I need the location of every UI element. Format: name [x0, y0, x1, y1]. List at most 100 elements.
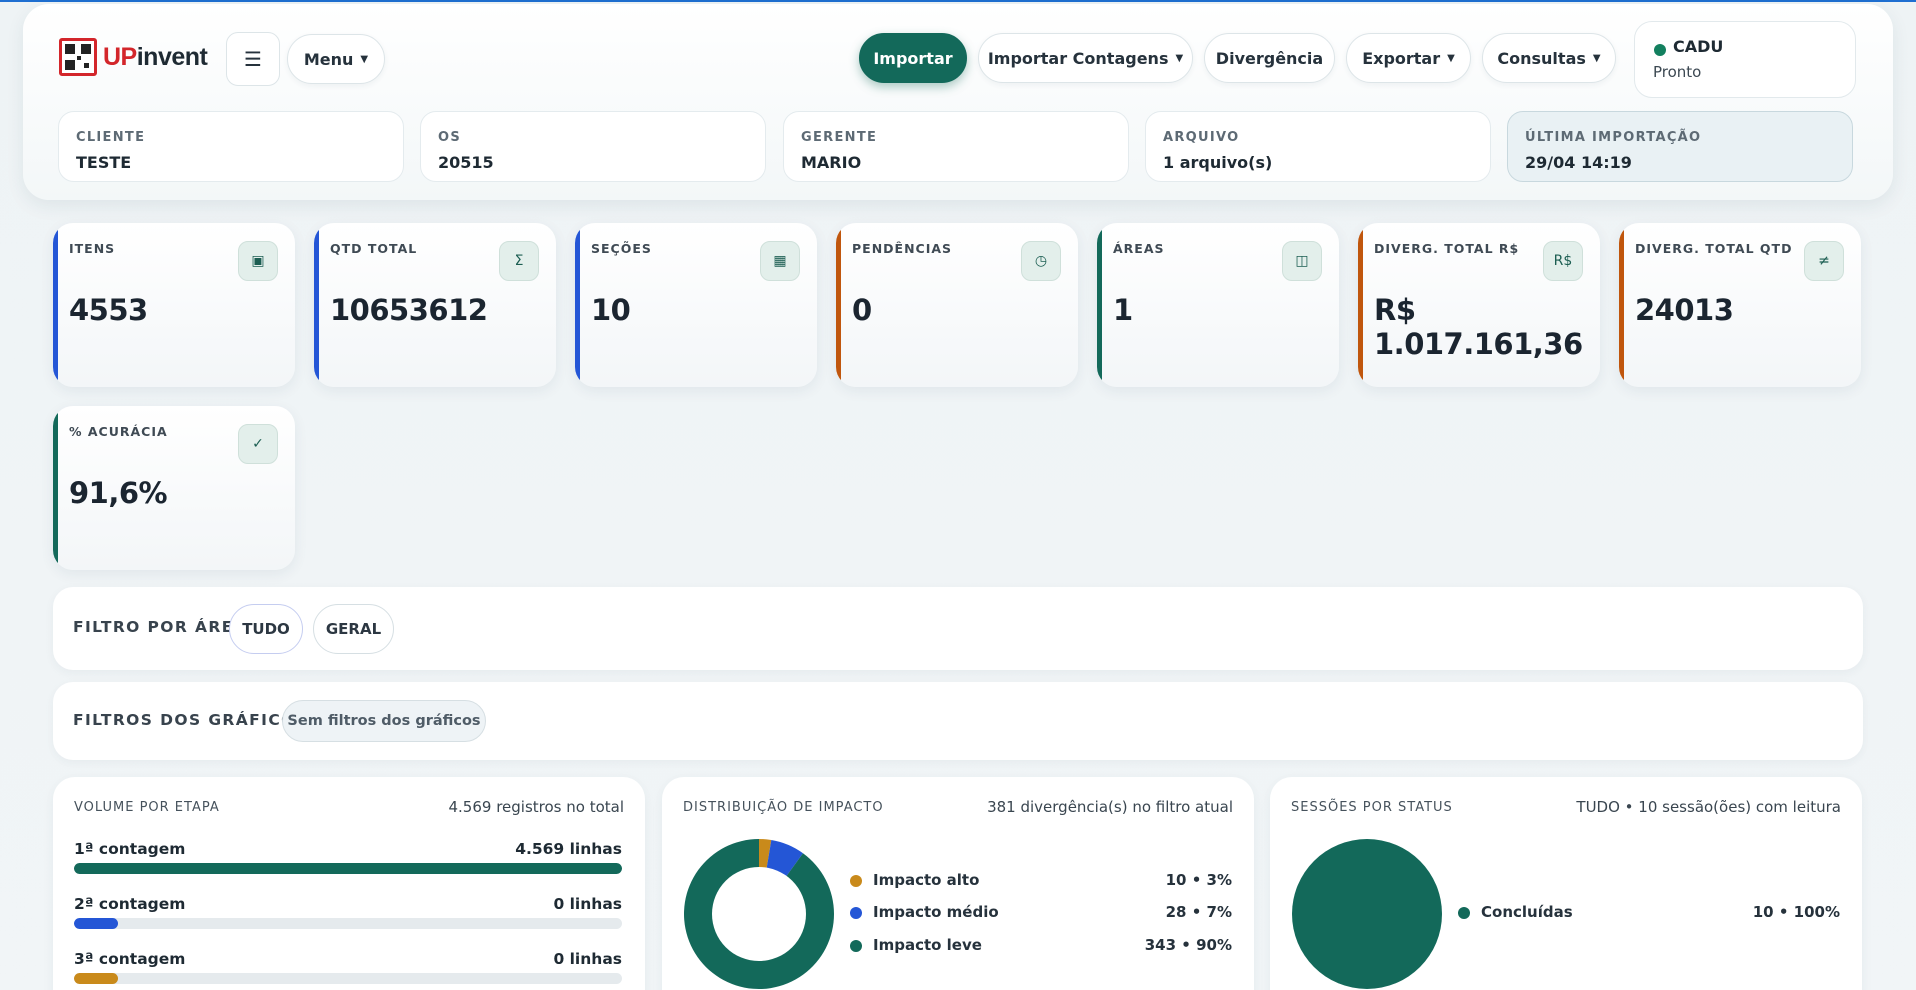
sessions-pie-chart[interactable]	[1291, 838, 1443, 990]
panel-meta: 381 divergência(s) no filtro atual	[987, 798, 1233, 816]
info-value: TESTE	[76, 153, 132, 172]
kpi-label: ÁREAS	[1113, 241, 1165, 256]
kpi-value: 10	[591, 293, 631, 327]
legend-item-high[interactable]: Impacto alto 10 • 3%	[850, 871, 1232, 891]
stage-fill-bar	[74, 863, 622, 874]
area-filter-chip-tudo[interactable]: TUDO	[229, 604, 303, 654]
kpi-card-sections[interactable]: SEÇÕES ▦ 10	[575, 223, 817, 387]
pie-slice-concluídas[interactable]	[1292, 839, 1442, 989]
chart-filters-title: FILTROS DOS GRÁFICOS	[73, 711, 309, 729]
kpi-card-accuracy[interactable]: % ACURÁCIA ✓ 91,6%	[53, 406, 295, 570]
import-label: Importar	[873, 48, 953, 68]
volume-by-stage-panel: VOLUME POR ETAPA 4.569 registros no tota…	[53, 777, 645, 990]
chevron-down-icon: ▼	[1592, 52, 1601, 64]
panel-title: DISTRIBUIÇÃO DE IMPACTO	[683, 800, 884, 815]
stage-count: 4.569 linhas	[515, 840, 622, 858]
box-icon: ▣	[238, 241, 278, 281]
area-filter-bar: FILTRO POR ÁREA TUDO GERAL	[53, 587, 1863, 670]
user-status-box[interactable]: CADU Pronto	[1634, 21, 1856, 98]
info-card-manager: GERENTE MARIO	[783, 111, 1129, 182]
grid-icon: ▦	[760, 241, 800, 281]
kpi-accent-bar	[53, 223, 58, 387]
kpi-card-divergence-value[interactable]: DIVERG. TOTAL R$ R$ R$ 1.017.161,36	[1358, 223, 1600, 387]
kpi-label: ITENS	[69, 241, 116, 256]
kpi-label: % ACURÁCIA	[69, 424, 168, 439]
area-filter-title: FILTRO POR ÁREA	[73, 618, 248, 636]
stage-count: 0 linhas	[553, 895, 622, 913]
legend-label: Concluídas	[1481, 903, 1573, 921]
app-logo[interactable]: UPinvent	[59, 38, 208, 76]
kpi-value: 4553	[69, 293, 148, 327]
kpi-card-pending[interactable]: PENDÊNCIAS ◷ 0	[836, 223, 1078, 387]
legend-item-medium[interactable]: Impacto médio 28 • 7%	[850, 903, 1232, 923]
legend-item-completed[interactable]: Concluídas 10 • 100%	[1458, 903, 1840, 923]
import-button[interactable]: Importar	[859, 33, 967, 83]
chevron-down-icon: ▼	[360, 53, 369, 65]
info-card-client: CLIENTE TESTE	[58, 111, 404, 182]
info-label: OS	[438, 130, 462, 145]
impact-donut-chart[interactable]	[683, 838, 835, 990]
user-status: Pronto	[1653, 63, 1702, 81]
chart-filters-bar: FILTROS DOS GRÁFICOS Sem filtros dos grá…	[53, 682, 1863, 760]
divergence-label: Divergência	[1215, 48, 1324, 68]
import-counts-label: Importar Contagens	[987, 48, 1169, 68]
layout-icon: ◫	[1282, 241, 1322, 281]
kpi-value: 10653612	[330, 293, 488, 327]
kpi-accent-bar	[1097, 223, 1102, 387]
panel-meta: TUDO • 10 sessão(ões) com leitura	[1576, 798, 1841, 816]
panel-meta: 4.569 registros no total	[448, 798, 624, 816]
chevron-down-icon: ▼	[1447, 52, 1455, 64]
kpi-accent-bar	[836, 223, 841, 387]
kpi-label: SEÇÕES	[591, 241, 652, 256]
info-card-os: OS 20515	[420, 111, 766, 182]
kpi-value: 0	[852, 293, 872, 327]
area-filter-chip-geral[interactable]: GERAL	[313, 604, 394, 654]
kpi-accent-bar	[314, 223, 319, 387]
panel-title: VOLUME POR ETAPA	[74, 800, 220, 815]
export-label: Exportar	[1362, 48, 1441, 68]
menu-dropdown-button[interactable]: Menu ▼	[287, 34, 385, 84]
kpi-accent-bar	[575, 223, 580, 387]
legend-label: Impacto leve	[873, 936, 982, 954]
info-card-last-import: ÚLTIMA IMPORTAÇÃO 29/04 14:19	[1507, 111, 1853, 182]
info-label: GERENTE	[801, 130, 878, 145]
info-label: ARQUIVO	[1163, 130, 1240, 145]
top-accent-line	[0, 0, 1916, 2]
kpi-label: DIVERG. TOTAL R$	[1374, 241, 1520, 256]
currency-icon: R$	[1543, 241, 1583, 281]
kpi-accent-bar	[1619, 223, 1624, 387]
queries-button[interactable]: Consultas ▼	[1482, 33, 1616, 83]
kpi-card-total-qty[interactable]: QTD TOTAL Σ 10653612	[314, 223, 556, 387]
export-button[interactable]: Exportar ▼	[1346, 33, 1471, 83]
divergence-button[interactable]: Divergência	[1204, 33, 1335, 83]
legend-dot	[850, 907, 862, 919]
kpi-card-divergence-qty[interactable]: DIVERG. TOTAL QTD ≠ 24013	[1619, 223, 1861, 387]
kpi-label: PENDÊNCIAS	[852, 241, 953, 256]
kpi-label: DIVERG. TOTAL QTD	[1635, 241, 1793, 256]
legend-label: Impacto alto	[873, 871, 980, 889]
chart-filters-empty-chip[interactable]: Sem filtros dos gráficos	[282, 700, 486, 742]
user-name: CADU	[1673, 37, 1724, 56]
panel-title: SESSÕES POR STATUS	[1291, 800, 1453, 815]
stage-track	[74, 918, 622, 929]
qr-logo-icon	[59, 38, 97, 76]
not-equal-icon: ≠	[1804, 241, 1844, 281]
legend-value: 10 • 100%	[1752, 903, 1840, 921]
logo-text: UPinvent	[103, 42, 208, 71]
legend-item-low[interactable]: Impacto leve 343 • 90%	[850, 936, 1232, 956]
import-counts-button[interactable]: Importar Contagens ▼	[978, 33, 1193, 83]
hamburger-icon[interactable]: ☰	[226, 32, 280, 86]
kpi-value: 24013	[1635, 293, 1734, 327]
legend-dot	[1458, 907, 1470, 919]
kpi-value: 1	[1113, 293, 1133, 327]
kpi-card-areas[interactable]: ÁREAS ◫ 1	[1097, 223, 1339, 387]
stage-fill-bar	[74, 973, 118, 984]
kpi-label: QTD TOTAL	[330, 241, 418, 256]
info-value: 29/04 14:19	[1525, 153, 1632, 172]
kpi-card-items[interactable]: ITENS ▣ 4553	[53, 223, 295, 387]
info-value: MARIO	[801, 153, 862, 172]
info-card-file: ARQUIVO 1 arquivo(s)	[1145, 111, 1491, 182]
kpi-value: R$ 1.017.161,36	[1374, 293, 1583, 361]
sessions-by-status-panel: SESSÕES POR STATUS TUDO • 10 sessão(ões)…	[1270, 777, 1862, 990]
legend-value: 10 • 3%	[1165, 871, 1232, 889]
